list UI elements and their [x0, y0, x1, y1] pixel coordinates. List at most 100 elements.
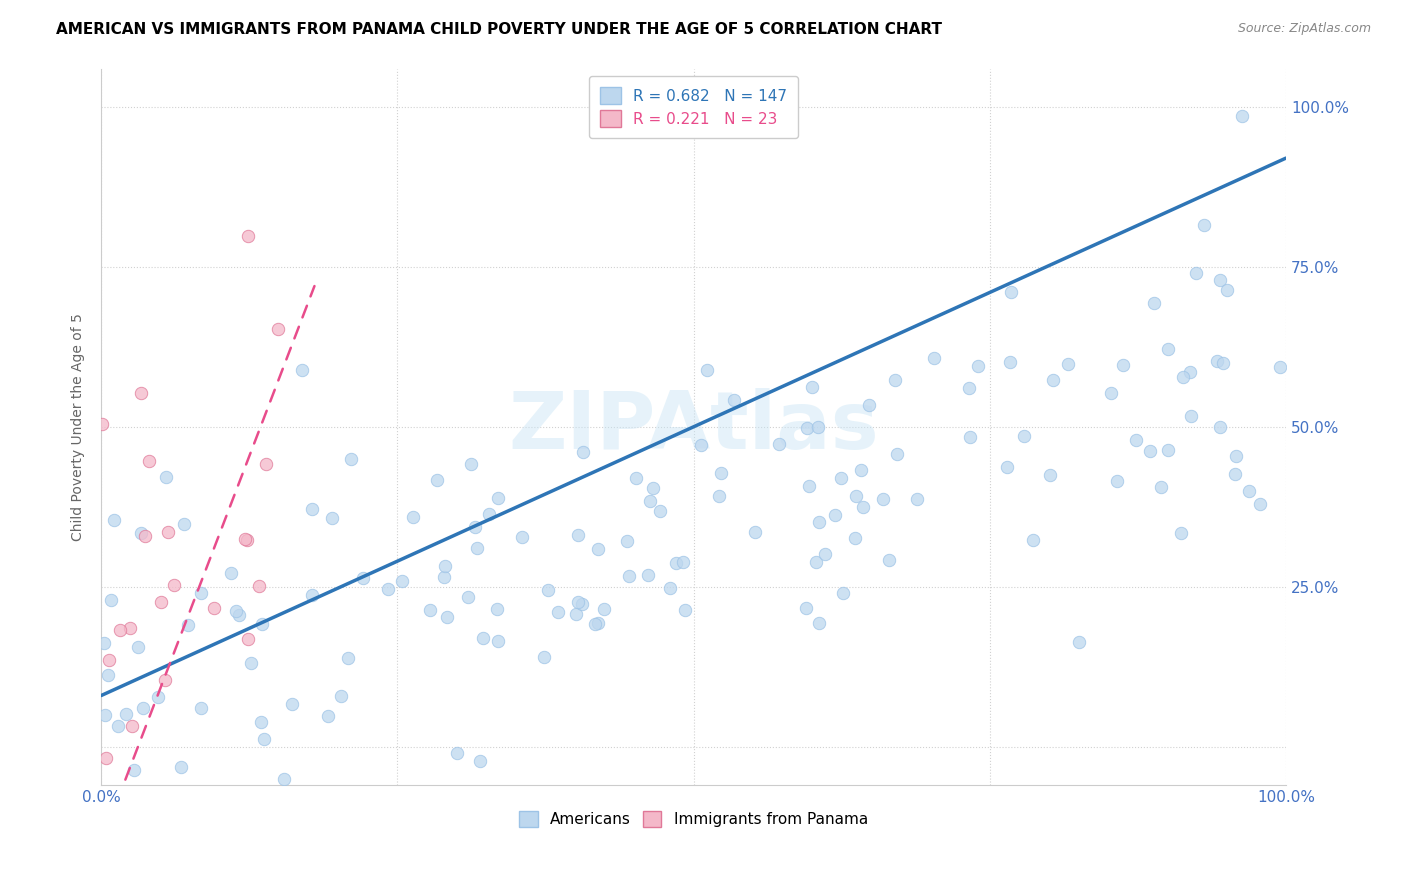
Point: [391, 574, 413, 588]
Point: [273, 772, 295, 786]
Point: [696, 363, 718, 377]
Point: [797, 479, 820, 493]
Point: [858, 398, 880, 412]
Point: [337, 650, 360, 665]
Point: [1185, 266, 1208, 280]
Point: [163, 578, 186, 592]
Point: [120, 621, 142, 635]
Point: [1000, 354, 1022, 368]
Point: [238, 229, 260, 244]
Point: [129, 386, 152, 401]
Point: [253, 732, 276, 747]
Point: [1105, 474, 1128, 488]
Point: [460, 457, 482, 471]
Point: [472, 631, 495, 645]
Point: [807, 419, 830, 434]
Point: [808, 616, 831, 631]
Point: [446, 746, 468, 760]
Point: [565, 607, 588, 621]
Point: [145, 816, 167, 830]
Point: [957, 381, 980, 395]
Point: [586, 615, 609, 630]
Point: [638, 494, 661, 508]
Point: [583, 616, 606, 631]
Point: [1150, 480, 1173, 494]
Point: [710, 467, 733, 481]
Point: [103, 512, 125, 526]
Point: [127, 640, 149, 654]
Point: [485, 602, 508, 616]
Point: [641, 481, 664, 495]
Point: [402, 509, 425, 524]
Point: [794, 601, 817, 615]
Text: Source: ZipAtlas.com: Source: ZipAtlas.com: [1237, 22, 1371, 36]
Point: [624, 471, 647, 485]
Point: [1192, 218, 1215, 232]
Point: [1157, 343, 1180, 357]
Text: AMERICAN VS IMMIGRANTS FROM PANAMA CHILD POVERTY UNDER THE AGE OF 5 CORRELATION : AMERICAN VS IMMIGRANTS FROM PANAMA CHILD…: [56, 22, 942, 37]
Point: [377, 582, 399, 596]
Point: [768, 437, 790, 451]
Point: [796, 421, 818, 435]
Point: [468, 754, 491, 768]
Point: [1170, 525, 1192, 540]
Point: [155, 673, 177, 688]
Point: [1057, 357, 1080, 371]
Point: [339, 452, 361, 467]
Point: [851, 462, 873, 476]
Point: [995, 459, 1018, 474]
Point: [814, 548, 837, 562]
Point: [155, 469, 177, 483]
Point: [886, 447, 908, 461]
Point: [225, 604, 247, 618]
Point: [250, 714, 273, 729]
Point: [125, 816, 148, 830]
Point: [1205, 353, 1227, 368]
Point: [124, 763, 146, 777]
Point: [807, 515, 830, 529]
Point: [1012, 428, 1035, 442]
Point: [665, 556, 688, 570]
Point: [121, 719, 143, 733]
Point: [533, 650, 555, 665]
Point: [1212, 356, 1234, 370]
Point: [572, 445, 595, 459]
Point: [1270, 360, 1292, 375]
Point: [91, 417, 114, 431]
Point: [94, 708, 117, 723]
Point: [1180, 409, 1202, 423]
Point: [107, 719, 129, 733]
Point: [170, 760, 193, 774]
Point: [418, 602, 440, 616]
Point: [280, 698, 302, 712]
Point: [1209, 419, 1232, 434]
Point: [832, 586, 855, 600]
Point: [228, 608, 250, 623]
Legend: Americans, Immigrants from Panama: Americans, Immigrants from Panama: [512, 804, 876, 835]
Point: [129, 525, 152, 540]
Point: [567, 594, 589, 608]
Point: [266, 321, 288, 335]
Point: [592, 602, 614, 616]
Point: [1125, 433, 1147, 447]
Point: [1237, 484, 1260, 499]
Point: [1042, 373, 1064, 387]
Point: [433, 570, 456, 584]
Point: [1230, 109, 1253, 123]
Point: [1112, 359, 1135, 373]
Point: [707, 489, 730, 503]
Point: [190, 701, 212, 715]
Point: [586, 541, 609, 556]
Point: [465, 541, 488, 555]
Point: [547, 605, 569, 619]
Point: [907, 492, 929, 507]
Point: [329, 690, 352, 704]
Point: [190, 586, 212, 600]
Point: [922, 351, 945, 365]
Point: [879, 552, 901, 566]
Point: [844, 531, 866, 545]
Text: ZIPAtlas: ZIPAtlas: [508, 388, 879, 466]
Point: [1209, 272, 1232, 286]
Point: [202, 601, 225, 615]
Point: [291, 363, 314, 377]
